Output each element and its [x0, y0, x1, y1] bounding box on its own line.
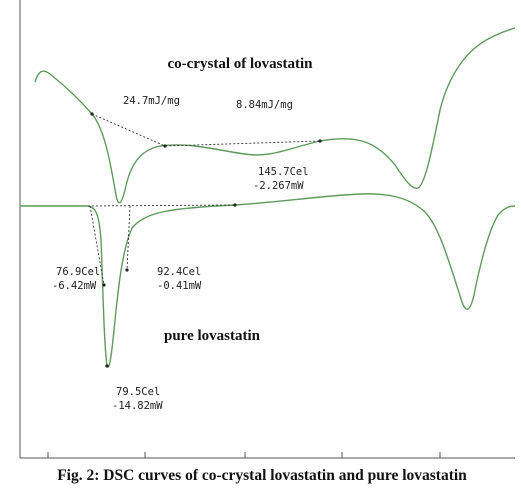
marker: [233, 203, 237, 207]
marker: [318, 139, 322, 143]
annotation: -6.42mW: [52, 280, 97, 292]
annotation: 8.84mJ/mg: [236, 99, 293, 111]
annotation: -0.41mW: [157, 280, 202, 292]
caption: Fig. 2: DSC curves of co-crystal lovasta…: [57, 467, 467, 484]
annotation: -14.82mW: [112, 400, 163, 412]
annotation: 76.9Cel: [56, 266, 100, 278]
marker: [105, 364, 109, 368]
annotation: 24.7mJ/mg: [123, 95, 180, 107]
marker: [125, 268, 129, 272]
curve-label: co-crystal of lovastatin: [168, 56, 314, 72]
marker: [163, 144, 167, 148]
pure-curve: [20, 193, 516, 368]
integration-lines: [87, 113, 321, 286]
marker: [102, 283, 106, 287]
annotation: 79.5Cel: [116, 386, 160, 398]
marker: [90, 112, 94, 116]
annotation: -2.267mW: [253, 180, 304, 192]
baseline: [87, 204, 236, 207]
frame: [19, 0, 515, 459]
annotation: 145.7Cel: [258, 166, 309, 178]
markers: [90, 112, 322, 368]
baseline: [91, 113, 321, 147]
curve-label: pure lovastatin: [164, 328, 261, 344]
onset-line: [126, 205, 131, 271]
annotation: 92.4Cel: [157, 266, 201, 278]
co-crystal-curve: [34, 27, 516, 204]
onset-line: [89, 205, 105, 286]
